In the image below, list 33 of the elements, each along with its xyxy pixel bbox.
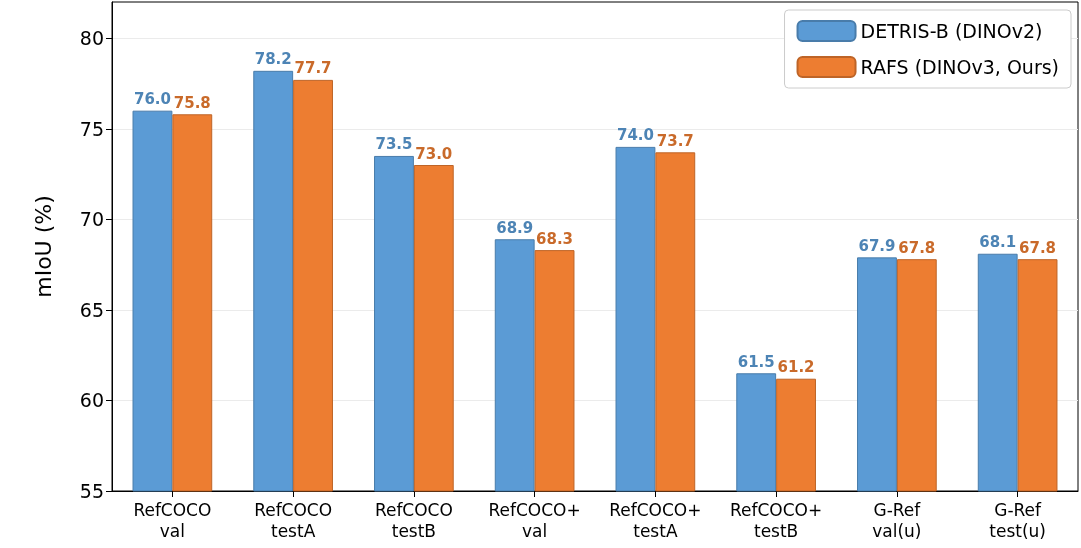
x-tick-label: RefCOCO+ testA	[609, 499, 702, 541]
data-label: 67.8	[1019, 238, 1057, 257]
y-tick-label: 80	[79, 27, 104, 50]
data-label: 73.0	[415, 144, 453, 163]
data-label: 67.8	[898, 238, 936, 257]
data-label: 75.8	[173, 93, 211, 112]
legend-label: RAFS (DINOv3, Ours)	[860, 56, 1060, 78]
x-tick-label: RefCOCO+ testB	[730, 499, 823, 541]
legend-label: DETRIS-B (DINOv2)	[860, 20, 1043, 42]
data-label: 67.9	[858, 236, 896, 255]
data-label: 68.9	[496, 218, 534, 237]
x-tick-label: G-Ref val(u)	[872, 499, 922, 541]
x-tick-label: RefCOCO val	[133, 499, 212, 541]
data-label: 61.2	[777, 358, 815, 377]
y-tick-label: 65	[79, 298, 104, 321]
data-label: 74.0	[616, 126, 654, 145]
x-tick-label: RefCOCO testA	[254, 499, 333, 541]
data-label: 73.7	[656, 131, 694, 150]
data-label: 68.3	[536, 229, 574, 248]
y-axis-title: mIoU (%)	[30, 195, 56, 298]
x-tick-label: G-Ref test(u)	[989, 499, 1046, 541]
x-tick-label: RefCOCO+ val	[488, 499, 581, 541]
data-label: 68.1	[979, 233, 1017, 252]
data-label: 76.0	[133, 90, 171, 109]
x-tick-label: RefCOCO testB	[374, 499, 453, 541]
data-label: 61.5	[737, 352, 775, 371]
y-tick-label: 55	[79, 480, 104, 502]
y-tick-label: 75	[79, 117, 104, 140]
y-tick-label: 70	[79, 208, 104, 231]
data-label: 77.7	[294, 59, 332, 78]
data-label: 78.2	[254, 50, 292, 69]
data-label: 73.5	[375, 135, 413, 154]
y-tick-label: 60	[79, 389, 104, 412]
